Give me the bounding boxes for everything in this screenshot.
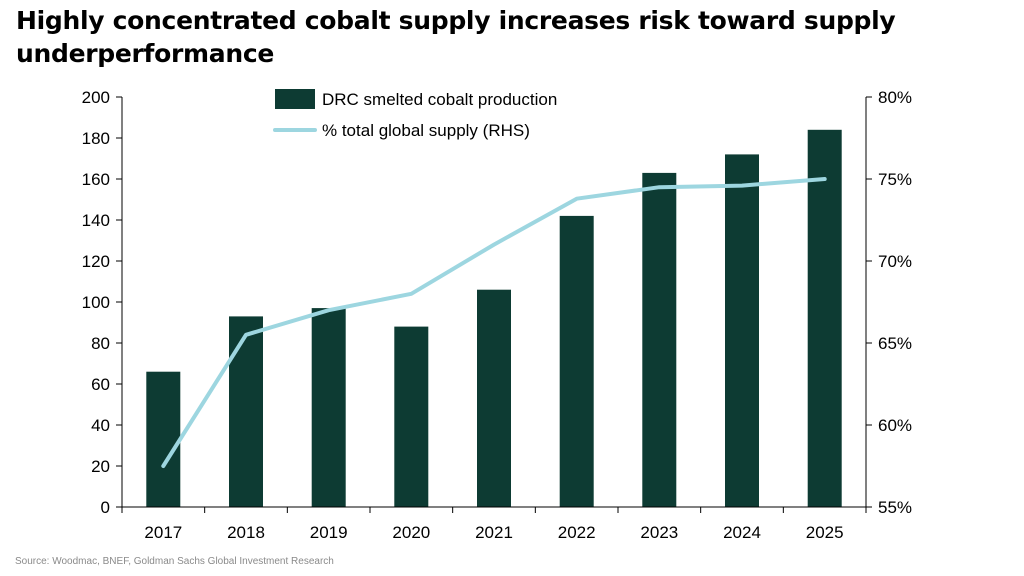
right-tick-label: 80% <box>878 88 912 107</box>
bar-2021 <box>477 289 511 507</box>
axes: 0 20 40 60 80 100 120 140 160 180 200 55% 60% 65% 70% 7… <box>82 88 912 542</box>
x-tick-label: 2025 <box>806 523 844 542</box>
left-tick-label: 40 <box>91 416 110 435</box>
legend-label-line: % total global supply (RHS) <box>322 121 530 140</box>
left-tick-label: 100 <box>82 293 110 312</box>
left-tick-label: 200 <box>82 88 110 107</box>
right-tick-label: 55% <box>878 498 912 517</box>
left-tick-label: 140 <box>82 211 110 230</box>
right-tick-label: 60% <box>878 416 912 435</box>
bar-2017 <box>146 371 181 507</box>
left-tick-label: 180 <box>82 129 110 148</box>
line-series <box>161 177 827 468</box>
legend: DRC smelted cobalt production % total glo… <box>273 89 557 140</box>
x-tick-label: 2020 <box>392 523 430 542</box>
bar-2025 <box>807 129 842 508</box>
x-tick-label: 2023 <box>640 523 678 542</box>
bar-2022 <box>559 215 594 507</box>
left-tick-label: 0 <box>101 498 110 517</box>
x-tick-label: 2021 <box>475 523 513 542</box>
x-tick-label: 2022 <box>558 523 596 542</box>
x-tick-label: 2019 <box>310 523 348 542</box>
left-tick-label: 120 <box>82 252 110 271</box>
legend-swatch-bar <box>275 89 315 109</box>
left-tick-label: 60 <box>91 375 110 394</box>
right-tick-label: 75% <box>878 170 912 189</box>
bars <box>146 129 842 508</box>
page-title: Highly concentrated cobalt supply increa… <box>16 6 896 68</box>
bar-2020 <box>394 326 429 507</box>
source-note: Source: Woodmac, BNEF, Goldman Sachs Glo… <box>15 556 334 567</box>
right-tick-label: 65% <box>878 334 912 353</box>
left-tick-label: 160 <box>82 170 110 189</box>
x-tick-label: 2024 <box>723 523 761 542</box>
bar-2023 <box>642 172 677 507</box>
bar-2019 <box>311 308 346 507</box>
bar-2018 <box>229 316 263 507</box>
right-tick-label: 70% <box>878 252 912 271</box>
left-tick-label: 80 <box>91 334 110 353</box>
left-tick-label: 20 <box>91 457 110 476</box>
legend-label-bar: DRC smelted cobalt production <box>322 90 557 109</box>
x-tick-label: 2017 <box>144 523 182 542</box>
bar-2024 <box>725 154 759 507</box>
x-tick-label: 2018 <box>227 523 265 542</box>
